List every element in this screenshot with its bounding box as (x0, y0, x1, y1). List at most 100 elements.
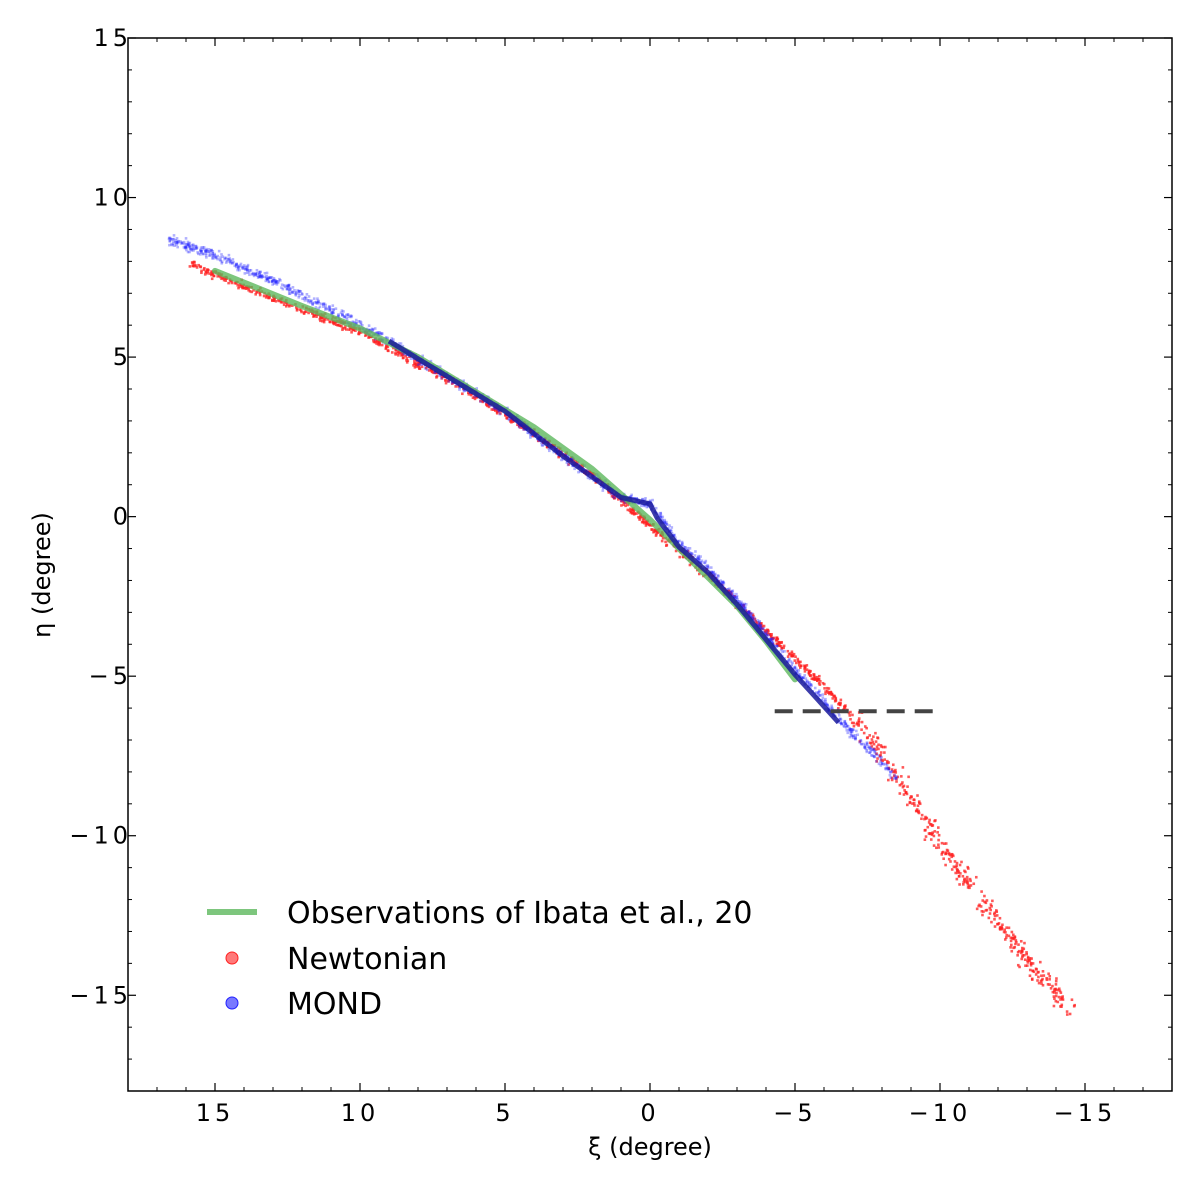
mond-point (847, 728, 851, 732)
mond-point (237, 266, 240, 269)
mond-point (854, 733, 857, 737)
mond-point (313, 301, 317, 304)
mond-point (667, 527, 670, 530)
mond-point (170, 237, 173, 241)
newtonian-point (413, 366, 417, 369)
newtonian-point (1025, 952, 1028, 956)
newtonian-point (581, 465, 585, 468)
newtonian-point (641, 520, 645, 524)
mond-point (235, 263, 238, 267)
newtonian-point (206, 270, 210, 273)
mond-point (371, 328, 375, 332)
newtonian-point (417, 362, 421, 365)
newtonian-point (612, 495, 615, 498)
newtonian-point (290, 304, 294, 307)
newtonian-point (877, 743, 880, 747)
mond-point (236, 266, 240, 270)
mond-point (837, 714, 841, 717)
x-tick-label: −10 (909, 1099, 972, 1127)
mond-point (894, 776, 898, 780)
mond-point (255, 274, 259, 278)
mond-point (672, 534, 676, 537)
newtonian-point (751, 617, 755, 620)
mond-point (630, 493, 633, 497)
mond-point (330, 312, 333, 315)
mond-point (421, 354, 424, 358)
mond-point (228, 260, 232, 264)
mond-point (713, 572, 717, 576)
mond-point (328, 306, 332, 310)
mond-point (868, 751, 872, 755)
newtonian-point (661, 536, 665, 540)
mond-point (298, 294, 301, 297)
mond-point (793, 666, 797, 670)
mond-point (230, 261, 234, 265)
mond-point (314, 306, 318, 309)
mond-point (188, 250, 191, 254)
mond-point (863, 745, 866, 749)
mond-point (661, 518, 665, 522)
newtonian-point (323, 318, 327, 321)
mond-point (839, 718, 843, 721)
mond-point (648, 499, 652, 503)
mond-point (270, 280, 274, 283)
mond-point (830, 706, 834, 710)
newtonian-point (686, 549, 690, 553)
newtonian-point (1059, 991, 1063, 994)
newtonian-point (887, 778, 890, 782)
mond-point (611, 495, 615, 498)
newtonian-point (424, 366, 428, 370)
mond-point (254, 272, 257, 276)
mond-point (640, 504, 643, 508)
mond-point (709, 570, 713, 574)
mond-point (248, 268, 252, 272)
newtonian-point (1060, 1003, 1064, 1007)
mond-point (758, 620, 762, 623)
newtonian-point (794, 661, 798, 665)
newtonian-point (874, 748, 878, 751)
mond-point (207, 250, 211, 253)
newtonian-point (760, 622, 763, 625)
mond-point (315, 301, 319, 305)
mond-point (840, 722, 843, 726)
mond-point (661, 515, 665, 519)
newtonian-point (770, 632, 773, 636)
mond-point (822, 699, 826, 703)
mond-point (202, 247, 205, 251)
mond-point (211, 252, 215, 255)
mond-point (862, 742, 866, 746)
mond-point (219, 259, 223, 262)
newtonian-point (1023, 941, 1026, 945)
mond-point (893, 773, 896, 777)
mond-point (349, 314, 352, 318)
mond-point (769, 637, 773, 641)
newtonian-point (1058, 989, 1062, 993)
mond-point (744, 609, 747, 612)
newtonian-point (931, 831, 935, 834)
mond-point (331, 310, 335, 314)
mond-point (340, 309, 344, 312)
mond-point (285, 284, 289, 288)
mond-point (184, 245, 187, 249)
newtonian-point (961, 883, 965, 886)
x-axis-label: ξ (degree) (588, 1133, 712, 1161)
mond-point (182, 246, 186, 249)
mond-point (839, 717, 842, 721)
newtonian-point (901, 781, 904, 784)
mond-point (601, 489, 605, 492)
newtonian-point (429, 368, 433, 372)
newtonian-point (1016, 963, 1020, 967)
newtonian-point (879, 753, 882, 757)
newtonian-point (1003, 938, 1007, 941)
mond-point (311, 301, 315, 305)
newtonian-point (517, 425, 521, 428)
mond-point (188, 241, 192, 245)
mond-point (307, 300, 310, 304)
mond-point (332, 311, 335, 315)
mond-point (307, 295, 311, 298)
mond-point (438, 374, 442, 377)
mond-point (830, 706, 833, 710)
newtonian-point (786, 649, 790, 653)
newtonian-point (908, 800, 912, 804)
mond-point (320, 302, 323, 306)
